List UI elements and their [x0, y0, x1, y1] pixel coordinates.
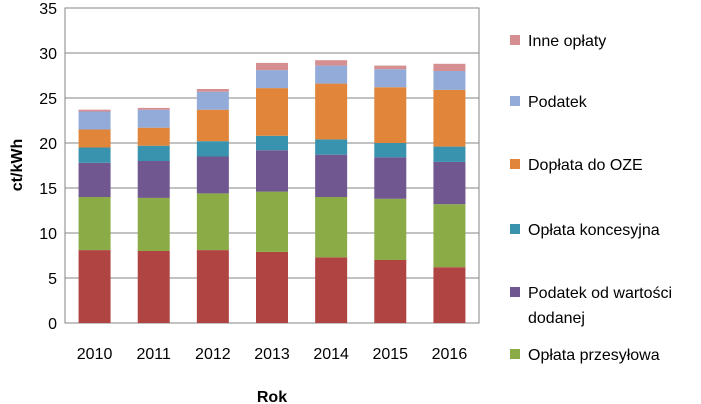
bar-segment [137, 145, 170, 161]
legend-label: Podatek [528, 94, 588, 111]
bar-segment [433, 71, 466, 90]
bar-segment [78, 147, 111, 163]
bar-segment [256, 70, 288, 89]
bar-segment [137, 109, 170, 128]
bar-segment [256, 150, 288, 192]
bar-segment [433, 267, 466, 323]
legend-label: Podatek od wartości [528, 285, 672, 302]
legend-label: Dopłata do OZE [528, 157, 643, 174]
bar-segment [78, 111, 111, 130]
bar-segment [256, 88, 288, 136]
bar-segment [137, 197, 170, 251]
x-tick-label: 2013 [254, 346, 290, 363]
bar-segment [78, 129, 111, 148]
bar-segment [256, 191, 288, 252]
bar-segment [315, 83, 348, 140]
legend: Inne opłaty Podatek Dopłata do OZE Opłata k… [510, 33, 672, 364]
bar-segment [374, 87, 407, 143]
x-tick-label: 2011 [137, 346, 172, 363]
y-axis-title: ct/kWh [9, 139, 26, 191]
bar-segment [433, 89, 466, 147]
bar-segment [137, 161, 170, 198]
bar-segment [256, 62, 288, 71]
bar-segment [315, 197, 348, 258]
y-tick-label: 35 [39, 1, 57, 18]
bar-segment [315, 65, 348, 84]
bar-segment [78, 162, 111, 197]
bar-segment [433, 146, 466, 162]
bar-segment [374, 157, 407, 199]
y-tick-label: 10 [39, 226, 57, 243]
x-axis-ticks: 2010 2011 2012 2013 2014 2015 2016 [77, 346, 468, 363]
legend-swatch [510, 349, 520, 359]
legend-label: Opłata przesyłowa [528, 347, 660, 364]
bar-segment [137, 127, 170, 146]
bar-segment [374, 65, 407, 70]
bar-segment [315, 154, 348, 197]
bar-segment [374, 69, 407, 88]
legend-swatch [510, 224, 520, 234]
legend-swatch [510, 287, 520, 297]
legend-swatch [510, 35, 520, 45]
bar-segment [374, 260, 407, 323]
bar-segment [315, 139, 348, 155]
bar-segment [374, 143, 407, 158]
bar-segment [196, 250, 229, 323]
x-tick-label: 2012 [195, 346, 231, 363]
x-tick-label: 2010 [77, 346, 113, 363]
bars [78, 60, 466, 323]
bar-segment [374, 198, 407, 260]
bar-segment [196, 141, 229, 157]
y-tick-label: 15 [39, 181, 57, 198]
bar-segment [78, 250, 111, 323]
y-tick-label: 25 [39, 91, 57, 108]
y-tick-label: 5 [48, 271, 57, 288]
bar-segment [196, 91, 229, 110]
legend-label: Inne opłaty [528, 33, 606, 50]
y-tick-label: 30 [39, 46, 57, 63]
x-tick-label: 2014 [313, 346, 349, 363]
bar-segment [256, 135, 288, 151]
bar-segment [196, 193, 229, 251]
legend-swatch [510, 159, 520, 169]
bar-segment [256, 251, 288, 323]
bar-segment [78, 109, 111, 112]
bar-segment [137, 251, 170, 323]
x-tick-label: 2016 [432, 346, 468, 363]
x-axis-title: Rok [257, 389, 287, 404]
bar-segment [196, 156, 229, 194]
bar-segment [433, 161, 466, 205]
bar-segment [315, 257, 348, 323]
bar-segment [433, 204, 466, 268]
bar-segment [137, 107, 170, 110]
y-tick-label: 20 [39, 136, 57, 153]
bar-segment [315, 60, 348, 66]
legend-swatch [510, 96, 520, 106]
bar-segment [196, 89, 229, 92]
y-tick-label: 0 [48, 316, 57, 333]
legend-label: dodanej [528, 310, 585, 327]
legend-label: Opłata koncesyjna [528, 222, 660, 239]
bar-segment [78, 197, 111, 251]
y-axis-ticks: 0 5 10 15 20 25 30 35 [39, 1, 57, 333]
bar-segment [433, 63, 466, 71]
x-tick-label: 2015 [372, 346, 408, 363]
bar-segment [196, 109, 229, 142]
